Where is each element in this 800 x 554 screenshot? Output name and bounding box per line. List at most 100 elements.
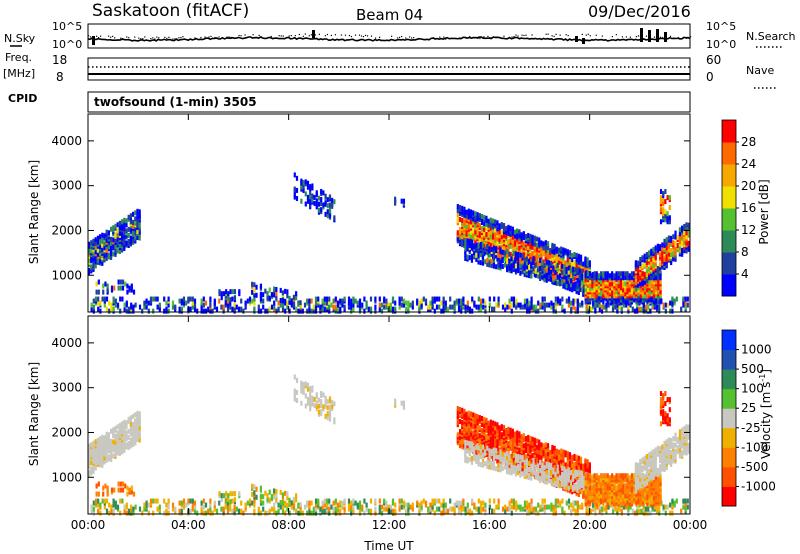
power-cell [629,302,632,308]
power-cell [94,237,97,243]
velocity-cell [603,506,606,512]
power-cell [213,298,216,304]
power-cell [567,296,571,302]
power-cell [542,259,545,265]
velocity-cell [468,508,472,514]
velocity-cell [352,508,355,514]
power-cell [178,298,181,304]
velocity-cell [312,510,315,516]
noise-search-dot [326,33,328,36]
power-cell [94,263,97,269]
power-cell [511,254,514,260]
power-cell [513,229,517,235]
power-cell [96,239,99,245]
velocity-cell [231,508,234,514]
velocity-cell [240,508,243,514]
velocity-cell [125,502,128,508]
power-cell [578,280,581,286]
velocity-cell [444,502,447,508]
velocity-cell [464,510,467,516]
velocity-cell [273,494,276,500]
velocity-cell [317,409,321,415]
cpid-panel: CPID twofsound (1-min) 3505 [8,91,691,113]
power-cell [494,235,497,241]
velocity-cell [673,500,676,506]
power-cell [314,296,318,302]
noise-search-dot [334,34,337,36]
velocity-cell [467,426,470,432]
power-cell [456,204,459,210]
velocity-cell [97,498,100,504]
power-cell [597,299,601,305]
velocity-cell [653,504,656,510]
power-cell [101,296,104,302]
velocity-cell [644,506,648,512]
noise-left-bottom-tick: 10^0 [52,38,82,51]
power-cell [645,268,649,274]
velocity-cell [90,508,93,514]
power-cell [257,304,260,310]
noise-search-dot [216,37,218,39]
velocity-cell [664,510,667,516]
velocity-cell [112,498,115,504]
power-ytick-label: 1000 [51,268,82,282]
power-cell [328,296,331,302]
velocity-cell [479,504,483,510]
power-cell [435,304,439,310]
velocity-cell [636,504,639,510]
power-cell [491,234,495,240]
power-cell [457,298,461,304]
power-cell [134,234,137,240]
power-cell [552,265,555,271]
velocity-cell [125,510,128,516]
velocity-cell [458,406,462,412]
velocity-cell [165,508,168,514]
velocity-cell [496,438,499,444]
power-cell [130,283,133,289]
power-cell [438,304,441,310]
power-cell [295,295,298,301]
power-cell [517,302,520,308]
velocity-cell [510,504,513,510]
power-cell [196,308,199,314]
noise-search-dot [567,34,569,37]
power-cell [478,213,481,219]
velocity-cell [524,448,528,454]
velocity-cell [358,508,362,514]
power-cell [600,271,603,277]
power-cell [674,240,677,246]
power-cell [611,271,614,277]
power-cell [456,230,459,236]
velocity-cell [141,510,144,516]
velocity-cell [167,510,170,516]
power-cell [288,295,291,301]
velocity-cell [530,502,533,508]
power-cell [668,195,671,201]
velocity-cell [147,510,150,516]
velocity-cell [541,498,544,504]
power-cell [589,283,592,289]
velocity-cell [118,450,121,456]
velocity-cell [541,502,544,508]
power-cell [207,306,210,312]
velocity-cell [354,500,357,506]
noise-right-bottom-tick: 10^0 [706,38,736,51]
power-cell [659,275,662,281]
velocity-cell [524,436,528,442]
velocity-cell [684,502,687,508]
noise-search-dot [348,34,351,37]
power-cell [189,296,192,302]
power-cell [604,291,607,297]
velocity-cell [319,506,322,512]
velocity-cell [513,441,517,447]
power-cell [97,289,100,295]
velocity-cell [103,435,106,441]
power-cell [542,241,545,247]
noise-right-top-tick: 10^5 [706,20,736,33]
power-cell [659,285,662,291]
power-cell [477,296,480,302]
velocity-cell [136,430,139,436]
power-cell [521,304,524,310]
velocity-cell [121,481,125,487]
